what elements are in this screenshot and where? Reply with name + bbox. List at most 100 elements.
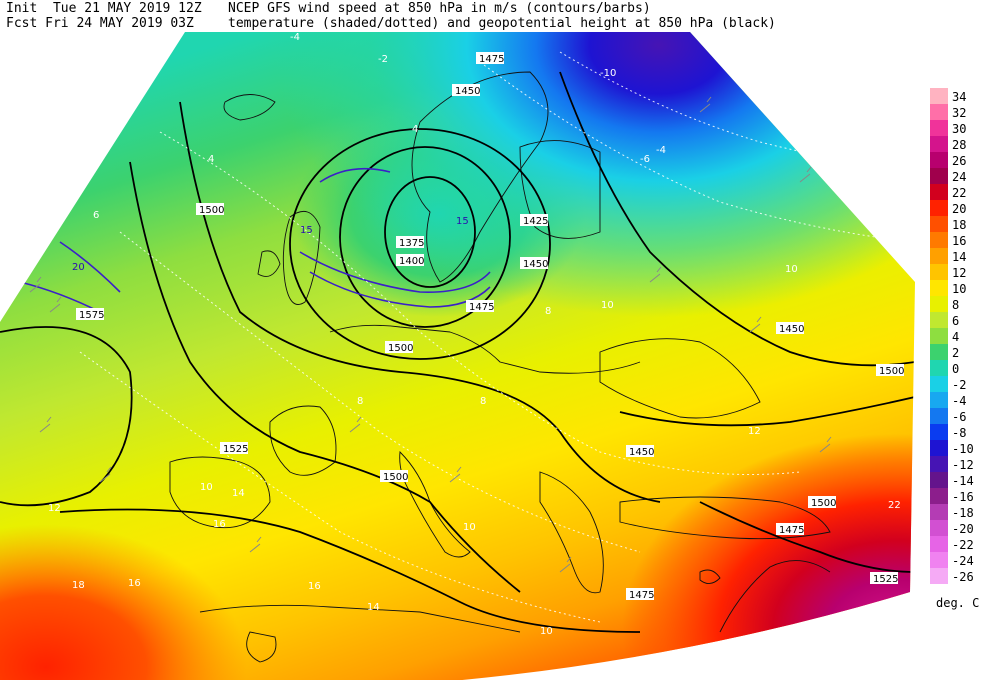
temp-label: 16	[213, 519, 226, 530]
svg-text:1500: 1500	[383, 472, 408, 483]
legend-swatch	[930, 488, 948, 504]
temp-label: -4	[656, 145, 666, 156]
temp-label: 8	[545, 306, 551, 317]
height-label: 1475	[626, 588, 654, 601]
temp-label: -2	[378, 54, 388, 65]
svg-text:1475: 1475	[469, 302, 494, 313]
legend-entry: -4	[928, 392, 1000, 408]
legend-entry: -2	[928, 376, 1000, 392]
legend-swatch	[930, 88, 948, 104]
svg-text:1575: 1575	[79, 310, 104, 321]
legend-label: 0	[952, 362, 960, 376]
wind-label: 15	[300, 225, 313, 236]
legend-swatch	[930, 328, 948, 344]
svg-text:1500: 1500	[199, 205, 224, 216]
svg-text:1450: 1450	[779, 324, 804, 335]
legend-entry: 24	[928, 168, 1000, 184]
legend-entry: -22	[928, 536, 1000, 552]
legend-swatch	[930, 424, 948, 440]
legend-entry: 16	[928, 232, 1000, 248]
temp-label: -10	[600, 68, 616, 79]
height-label: 1450	[452, 84, 480, 97]
legend-swatch	[930, 360, 948, 376]
coastlines	[169, 71, 831, 663]
height-label: 1425	[520, 214, 548, 227]
legend-swatch	[930, 168, 948, 184]
init-time: Init Tue 21 MAY 2019 12Z	[6, 1, 202, 16]
height-label: 1475	[776, 523, 804, 536]
legend-swatch	[930, 264, 948, 280]
header-line-2: Fcst Fri 24 MAY 2019 03Z temperature (sha…	[6, 16, 776, 32]
legend-entry: 20	[928, 200, 1000, 216]
legend-label: 18	[952, 218, 967, 232]
svg-text:1450: 1450	[523, 259, 548, 270]
legend-entry: 32	[928, 104, 1000, 120]
legend-label: 4	[952, 330, 960, 344]
legend-entry: -24	[928, 552, 1000, 568]
legend-label: 34	[952, 90, 967, 104]
legend-swatch	[930, 280, 948, 296]
temp-label: -6	[640, 154, 650, 165]
legend-swatch	[930, 440, 948, 456]
map-header: Init Tue 21 MAY 2019 12Z NCEP GFS wind sp…	[0, 0, 1000, 34]
legend-label: 8	[952, 298, 960, 312]
legend-swatch	[930, 568, 948, 584]
legend-swatch	[930, 200, 948, 216]
legend-swatch	[930, 152, 948, 168]
legend-swatch	[930, 312, 948, 328]
svg-text:1500: 1500	[879, 366, 904, 377]
wind-label: 15	[456, 216, 469, 227]
weather-map: 1500 1500 1525 1575 1500 1450 1425 1450 …	[0, 32, 915, 680]
svg-text:1500: 1500	[388, 343, 413, 354]
height-contours	[0, 71, 915, 633]
legend-label: -4	[952, 394, 967, 408]
legend-label: 20	[952, 202, 967, 216]
legend-swatch	[930, 456, 948, 472]
temp-label: 12	[748, 426, 761, 437]
svg-text:1475: 1475	[779, 525, 804, 536]
height-label: 1450	[776, 322, 804, 335]
legend-units: deg. C	[936, 596, 980, 610]
legend-entry: 10	[928, 280, 1000, 296]
temp-label: 16	[128, 578, 141, 589]
legend-swatch	[930, 472, 948, 488]
legend-label: 26	[952, 154, 967, 168]
legend-label: 6	[952, 314, 960, 328]
legend-label: -6	[952, 410, 967, 424]
temp-label: 4	[412, 124, 418, 135]
legend-swatch	[930, 392, 948, 408]
legend-entry: 4	[928, 328, 1000, 344]
svg-text:1475: 1475	[479, 54, 504, 65]
legend-label: -12	[952, 458, 974, 472]
legend-label: -8	[952, 426, 967, 440]
svg-text:1400: 1400	[399, 256, 424, 267]
title-line-2: temperature (shaded/dotted) and geopoten…	[228, 16, 776, 31]
temp-label: 10	[785, 264, 798, 275]
temp-label: 8	[480, 396, 486, 407]
legend-entry: 30	[928, 120, 1000, 136]
legend-swatch	[930, 248, 948, 264]
wind-label: 20	[72, 262, 85, 273]
legend-entry: 26	[928, 152, 1000, 168]
legend-entry: 28	[928, 136, 1000, 152]
height-label: 1525	[870, 572, 898, 585]
legend-entry: -20	[928, 520, 1000, 536]
legend-entry: -10	[928, 440, 1000, 456]
height-label: 1450	[520, 257, 548, 270]
legend-entry: -12	[928, 456, 1000, 472]
legend-label: 16	[952, 234, 967, 248]
height-label: 1525	[220, 442, 248, 455]
temp-label: 4	[208, 154, 214, 165]
svg-text:1375: 1375	[399, 238, 424, 249]
legend-swatch	[930, 184, 948, 200]
temp-label: 14	[232, 488, 245, 499]
legend-label: 12	[952, 266, 967, 280]
legend-label: -16	[952, 490, 974, 504]
legend-swatch	[930, 136, 948, 152]
legend-swatch	[930, 216, 948, 232]
legend-label: 10	[952, 282, 967, 296]
legend-label: -14	[952, 474, 974, 488]
legend-swatch	[930, 296, 948, 312]
legend-swatch	[930, 120, 948, 136]
height-label: 1475	[466, 300, 494, 313]
